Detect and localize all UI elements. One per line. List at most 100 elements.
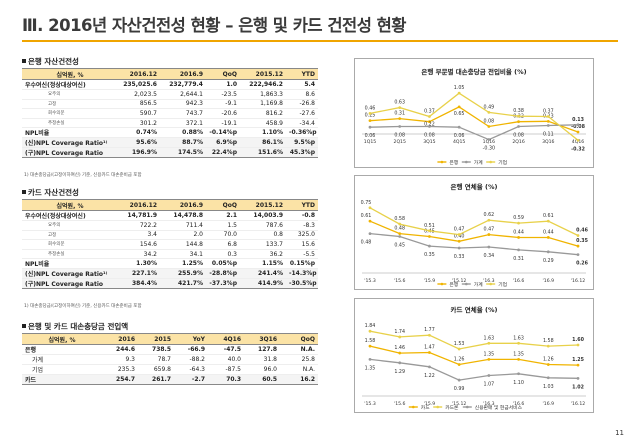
row-label: 추정손실: [22, 118, 118, 129]
bank-note: 1) 대손충당금/(고정이하여신) 기준, 신용카드 대손준비금 포함: [24, 173, 142, 178]
table-cell: 0.74%: [118, 127, 160, 139]
x-tick-label: '16.9: [543, 401, 555, 407]
page-title: Ⅲ. 2016년 자산건전성 현황 – 은행 및 카드 건전성 현황: [22, 16, 406, 35]
table-cell: 2.0: [160, 230, 206, 241]
table-cell: -14.3%p: [286, 268, 318, 280]
data-point: [576, 376, 580, 380]
table-cell: 70.3: [208, 374, 244, 385]
data-label: 0.37: [424, 109, 435, 115]
data-point: [398, 361, 402, 365]
column-header: 2015: [138, 333, 174, 345]
data-label: 0.58: [394, 216, 405, 222]
table-cell: 414.9%: [240, 278, 286, 290]
table-cell: 34.2: [118, 249, 160, 260]
table-cell: -2.7: [174, 374, 208, 385]
provision-table: 십억원, % 2016 2015 YoY 4Q16 3Q16 QoQ 은행 244.6 738.5…: [22, 333, 318, 385]
row-label: 기업: [22, 364, 102, 375]
data-point: [487, 138, 491, 141]
table-cell: 78.7: [138, 354, 174, 365]
data-label: 0.08: [424, 133, 435, 139]
table-row: 회수의문 590.7 743.7 -20.6 816.2 -27.6: [22, 108, 318, 119]
column-header: 3Q16: [244, 333, 280, 345]
data-point: [546, 250, 550, 254]
table-cell: -9.1: [206, 99, 240, 110]
table-cell: 5.4: [286, 79, 318, 90]
data-point: [576, 363, 580, 367]
legend-marker: [412, 405, 415, 409]
table-cell: 255.9%: [160, 268, 206, 280]
x-tick-label: '15.9: [424, 278, 436, 284]
row-label: (신)NPL Coverage Ratio¹⁾: [22, 137, 118, 149]
table-cell: 127.8: [244, 344, 280, 355]
data-label: 0.46: [576, 228, 588, 234]
data-point: [487, 341, 491, 345]
table-header-row: 십억원, % 2016 2015 YoY 4Q16 3Q16 QoQ: [22, 333, 318, 345]
data-label: 1.10: [513, 380, 524, 386]
data-label: 1.47: [424, 344, 435, 350]
data-label: 1.35: [365, 365, 376, 371]
legend-label: 가계: [474, 159, 483, 166]
data-label: 0.26: [576, 261, 588, 267]
column-header: 십억원, %: [22, 199, 118, 211]
table-row: 은행 244.6 738.5 -66.9 -47.5 127.8 N.A.: [22, 344, 318, 355]
data-point: [428, 125, 431, 128]
data-point: [457, 91, 461, 95]
data-point: [398, 106, 402, 109]
legend-marker: [465, 282, 468, 286]
x-tick-label: '16.3: [483, 401, 495, 407]
table-cell: 325.0: [286, 230, 318, 241]
table-row: 우수여신(정상대상여신) 235,025.6 232,779.4 1.0 222,946…: [22, 79, 318, 90]
column-header: YTD: [286, 199, 318, 211]
data-label: 1.58: [543, 338, 554, 344]
table-cell: 31.8: [244, 354, 280, 365]
table-cell: -23.5: [206, 89, 240, 100]
table-row: (신)NPL Coverage Ratio¹⁾ 95.6% 88.7% 6.9%p 86…: [22, 137, 318, 149]
table-cell: N.A.: [280, 364, 318, 375]
data-point: [576, 244, 580, 248]
data-label: 0.11: [543, 131, 554, 137]
x-tick-label: '15.6: [394, 278, 406, 284]
series-line-1: [369, 124, 579, 141]
legend-marker: [489, 282, 492, 286]
data-point: [546, 119, 550, 123]
data-label: 1.63: [484, 335, 495, 341]
column-header: QoQ: [280, 333, 318, 345]
row-label: 고정: [22, 99, 118, 110]
data-label: 0.44: [543, 229, 554, 235]
table-cell: -0.8: [286, 210, 318, 221]
data-point: [398, 117, 402, 120]
table-row: (구)NPL Coverage Ratio 384.4% 421.7% -37.3%p…: [22, 278, 318, 290]
data-point: [368, 232, 372, 236]
table-cell: 244.6: [102, 344, 138, 355]
data-label: 1.84: [365, 323, 376, 329]
data-label: 0.63: [394, 100, 405, 106]
data-label: 0.33: [454, 254, 465, 260]
data-label: 0.59: [513, 215, 524, 221]
data-label: 1.77: [424, 327, 435, 333]
data-point: [368, 357, 372, 361]
table-cell: 2,023.5: [118, 89, 160, 100]
legend-marker: [489, 160, 492, 164]
data-point: [428, 244, 431, 248]
table-cell: 60.5: [244, 374, 280, 385]
legend-label: 기업: [498, 159, 507, 166]
data-label: -0.32: [571, 146, 585, 152]
data-label: 0.65: [454, 111, 465, 117]
table-cell: -20.6: [206, 108, 240, 119]
table-cell: -37.3%p: [206, 278, 240, 290]
row-label: 은행: [22, 344, 102, 355]
column-header: 십억원, %: [22, 333, 102, 345]
table-cell: 1.5: [206, 220, 240, 231]
data-label: 0.44: [513, 229, 524, 235]
row-label: 고정: [22, 230, 118, 241]
table-cell: 711.4: [160, 220, 206, 231]
data-label: 0.08: [394, 133, 405, 139]
row-label: 회수의문: [22, 239, 118, 250]
provision-section-label: 은행 및 카드 대손충당금 전입액: [28, 322, 129, 331]
data-point: [428, 229, 431, 233]
data-label: 1.53: [454, 341, 465, 347]
column-header: 2015.12: [240, 199, 286, 211]
data-point: [398, 125, 402, 128]
table-cell: 154.6: [118, 239, 160, 250]
table-header-row: 십억원, % 2016.12 2016.9 QoQ 2015.12 YTD: [22, 68, 318, 80]
